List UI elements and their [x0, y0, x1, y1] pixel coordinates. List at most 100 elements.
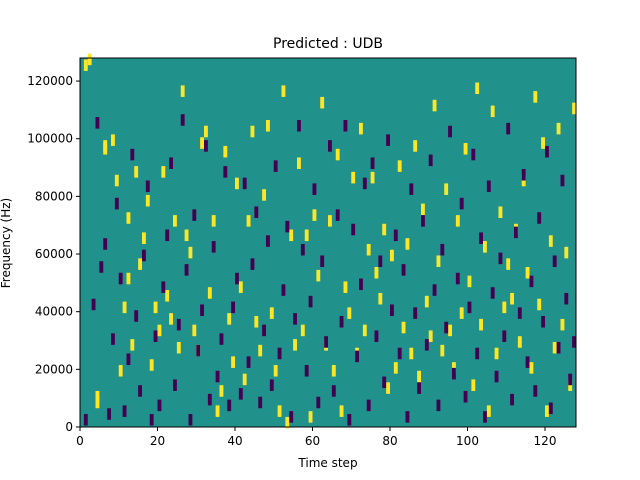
- heatmap-cell-high: [409, 347, 414, 360]
- heatmap-cell-low: [455, 272, 460, 285]
- heatmap-cell-high: [188, 246, 193, 259]
- heatmap-cell-high: [347, 307, 352, 319]
- heatmap-cell-high: [215, 405, 220, 417]
- x-axis: 0 20 40 60 80 100 120: [76, 427, 556, 448]
- heatmap-cell-high: [281, 85, 286, 97]
- heatmap-cell-low: [204, 140, 208, 152]
- heatmap-cell-low: [176, 318, 181, 331]
- heatmap-cell-high: [506, 258, 511, 270]
- heatmap-cell-low: [471, 148, 476, 161]
- heatmap-cell-low: [467, 301, 472, 314]
- heatmap-cell-low: [502, 330, 507, 342]
- heatmap-cell-high: [541, 137, 545, 149]
- heatmap-cell-high: [390, 249, 394, 262]
- heatmap-cell-high: [397, 160, 402, 172]
- heatmap-background: [80, 58, 576, 427]
- heatmap-cell-low: [308, 295, 313, 308]
- heatmap-cell-low: [413, 307, 418, 319]
- heatmap-cell-high: [331, 365, 336, 377]
- heatmap-cell-high: [293, 339, 297, 351]
- heatmap-cell-low: [126, 353, 131, 366]
- heatmap-cell-high: [401, 321, 406, 334]
- x-axis-label: Time step: [297, 456, 357, 470]
- heatmap-cell-low: [277, 347, 282, 360]
- heatmap-cell-high: [134, 166, 139, 178]
- heatmap-cell-high: [273, 365, 278, 377]
- heatmap-cell-high: [370, 171, 375, 184]
- heatmap-cell-high: [483, 241, 487, 253]
- heatmap-cell-high: [455, 215, 460, 227]
- heatmap-cell-low: [529, 275, 534, 288]
- x-tick-label: 60: [305, 434, 320, 448]
- heatmap-cell-low: [463, 390, 468, 403]
- heatmap-cell-high: [238, 281, 243, 293]
- heatmap-cell-high: [459, 307, 464, 319]
- heatmap-cell-low: [173, 379, 177, 391]
- y-tick-label: 120000: [27, 74, 73, 88]
- heatmap-cell-low: [393, 229, 398, 242]
- heatmap-cell-high: [304, 229, 309, 242]
- heatmap-cell-high: [207, 287, 212, 299]
- heatmap-cell-low: [235, 272, 239, 285]
- heatmap-cell-high: [223, 145, 228, 158]
- heatmap-cell-low: [351, 223, 356, 236]
- heatmap-cell-low: [188, 414, 193, 426]
- heatmap-cell-high: [448, 324, 452, 337]
- heatmap-cell-high: [200, 137, 204, 149]
- heatmap-cell-high: [564, 246, 569, 259]
- heatmap-cell-high: [552, 341, 557, 354]
- heatmap-cell-low: [428, 154, 433, 167]
- heatmap-cell-low: [114, 197, 119, 210]
- heatmap-cell-low: [285, 220, 290, 233]
- heatmap-cell-high: [382, 223, 387, 236]
- heatmap-cell-low: [103, 238, 108, 250]
- heatmap-cell-low: [250, 258, 255, 270]
- heatmap-cell-low: [118, 272, 123, 285]
- heatmap-cell-high: [486, 405, 491, 417]
- heatmap-cell-high: [471, 379, 476, 391]
- heatmap-cell-low: [355, 350, 359, 363]
- heatmap-cell-low: [246, 356, 251, 368]
- heatmap-cell-low: [122, 405, 127, 417]
- heatmap-cell-high: [572, 102, 576, 115]
- heatmap-cell-high: [328, 215, 332, 227]
- heatmap-cell-low: [564, 292, 569, 305]
- heatmap-cell-low: [196, 344, 201, 357]
- heatmap-cell-high: [405, 238, 410, 250]
- heatmap-cell-high: [250, 125, 255, 138]
- heatmap-cell-high: [529, 362, 534, 374]
- heatmap-cell-high: [335, 148, 340, 161]
- heatmap-cell-high: [300, 324, 305, 337]
- heatmap-cell-low: [107, 408, 111, 420]
- heatmap-cell-low: [479, 232, 483, 244]
- heatmap-cell-high: [266, 119, 270, 132]
- y-tick-label: 0: [65, 420, 73, 434]
- heatmap-cell-low: [262, 324, 266, 337]
- heatmap-cell-low: [219, 333, 224, 345]
- heatmap-cell-high: [111, 134, 115, 146]
- heatmap-cell-low: [370, 157, 375, 169]
- heatmap-cell-low: [444, 321, 449, 334]
- heatmap-cell-high: [153, 301, 158, 314]
- heatmap-cell-high: [308, 411, 313, 423]
- heatmap-cell-high: [560, 318, 565, 331]
- heatmap-cell-high: [413, 140, 418, 152]
- heatmap-cell-low: [165, 229, 170, 242]
- heatmap-cell-high: [262, 189, 266, 201]
- heatmap-cell-low: [153, 330, 158, 342]
- heatmap-cell-low: [266, 235, 270, 247]
- heatmap-cell-low: [494, 370, 499, 383]
- heatmap-cell-high: [463, 143, 468, 155]
- x-tick-label: 80: [382, 434, 397, 448]
- heatmap-cell-low: [490, 287, 495, 299]
- heatmap-cell-high: [378, 292, 383, 305]
- heatmap-cell-high: [479, 318, 483, 331]
- low-value-cells: [83, 114, 576, 426]
- heatmap-cell-high: [118, 365, 123, 377]
- heatmap-cell-high: [192, 324, 197, 337]
- heatmap-cell-low: [436, 399, 441, 412]
- plot-area: [80, 58, 576, 427]
- heatmap-cell-high: [142, 232, 146, 244]
- heatmap-cell-low: [537, 212, 542, 224]
- heatmap-cell-low: [227, 399, 232, 412]
